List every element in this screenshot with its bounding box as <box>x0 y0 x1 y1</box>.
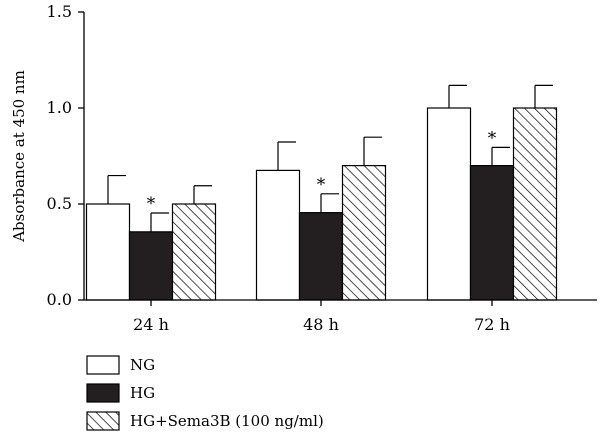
significance-marker-2: * <box>317 175 326 195</box>
bars-layer: * * * <box>85 84 558 301</box>
y-axis-label: Absorbance at 450 nm <box>10 70 28 243</box>
bar-1-1 <box>85 203 131 301</box>
y-tick-label: 1.5 <box>47 2 72 21</box>
legend-swatch-1 <box>86 355 120 375</box>
y-tick-label: 0.0 <box>47 290 72 309</box>
bar-2-3 <box>341 165 387 301</box>
legend-swatch-3 <box>86 411 120 431</box>
significance-marker-3: * <box>488 128 497 148</box>
x-tick-label: 72 h <box>474 315 510 334</box>
x-tick-label: 48 h <box>303 315 339 334</box>
y-tick-label: 1.0 <box>47 98 72 117</box>
bar-1-2 <box>128 231 174 301</box>
legend-label-1: NG <box>130 356 155 374</box>
bar-2-1 <box>255 169 301 301</box>
bar-3-1 <box>426 107 472 301</box>
legend-label-2: HG <box>130 384 155 402</box>
legend-swatch-2 <box>86 383 120 403</box>
significance-marker-1: * <box>147 194 156 214</box>
x-tick-label: 24 h <box>133 315 169 334</box>
bar-1-3 <box>171 203 217 301</box>
bar-2-2 <box>298 212 344 301</box>
bar-3-3 <box>512 107 558 301</box>
legend: NG HG HG+Sema3B (100 ng/ml) <box>86 355 324 431</box>
y-tick-label: 0.5 <box>47 194 72 213</box>
axes-layer: 0.0 0.5 1.0 1.5 24 h 48 h 72 h <box>47 2 597 334</box>
legend-label-3: HG+Sema3B (100 ng/ml) <box>130 412 324 430</box>
bar-3-2 <box>469 165 515 301</box>
